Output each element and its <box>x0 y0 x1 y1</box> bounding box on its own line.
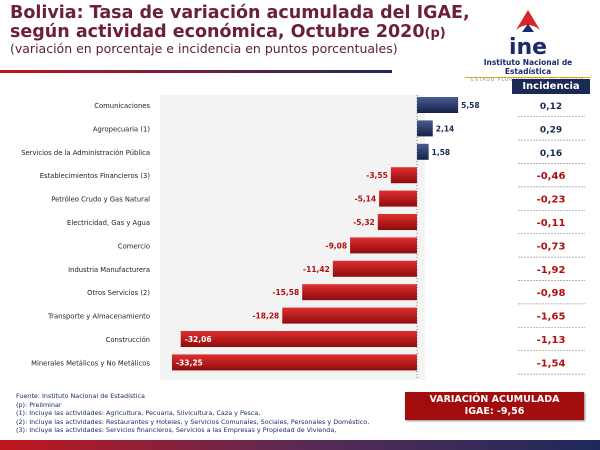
data-label: -3,55 <box>366 171 388 180</box>
category-label: Otros Servicios (2) <box>87 289 150 297</box>
title-divider <box>0 70 392 73</box>
bar <box>282 307 417 324</box>
incidence-value: -0,23 <box>537 195 566 206</box>
category-label: Petróleo Crudo y Gas Natural <box>51 196 150 204</box>
bar <box>417 143 429 160</box>
incidence-value: -0,11 <box>537 218 566 229</box>
category-label: Industria Manufacturera <box>68 266 150 274</box>
data-label: -33,25 <box>176 358 203 367</box>
summary-box: VARIACIÓN ACUMULADA IGAE: -9,56 <box>405 392 584 420</box>
bar-chart: Comunicaciones 5,58 0,12 Agropecuaria (1) 2,… <box>21 95 585 380</box>
data-label: -18,28 <box>252 312 279 321</box>
bottom-band <box>0 440 600 450</box>
incidence-value: 0,16 <box>540 149 562 159</box>
bar <box>171 354 417 371</box>
bar <box>350 237 417 254</box>
bar <box>417 97 459 113</box>
data-label: -5,14 <box>354 195 376 204</box>
data-label: 5,58 <box>461 101 480 110</box>
bar <box>332 260 417 277</box>
category-label: Establecimientos Financieros (3) <box>40 172 151 180</box>
category-label: Comunicaciones <box>94 102 150 110</box>
page-subtitle: (variación en porcentaje e incidencia en… <box>10 41 398 56</box>
incidence-value: -0,46 <box>537 171 566 182</box>
data-label: -32,06 <box>185 335 212 344</box>
incidence-value: -1,65 <box>537 312 566 323</box>
category-label: Agropecuaria (1) <box>93 125 150 133</box>
data-label: -5,32 <box>353 218 375 227</box>
category-label: Servicios de la Administración Pública <box>21 149 150 157</box>
category-label: Minerales Metálicos y No Metálicos <box>31 359 150 367</box>
incidence-header: Incidencia <box>512 79 590 94</box>
data-label: 2,14 <box>436 124 455 133</box>
incidence-value: 0,12 <box>540 102 562 112</box>
bar <box>417 120 433 137</box>
incidence-value: -1,13 <box>537 335 566 346</box>
incidence-value: -0,98 <box>537 288 566 299</box>
incidence-value: -1,92 <box>537 265 566 276</box>
bar <box>377 214 417 230</box>
data-label: 1,58 <box>432 148 451 157</box>
page-title: Bolivia: Tasa de variación acumulada del… <box>10 3 470 42</box>
incidence-value: -1,54 <box>537 358 566 369</box>
category-label: Comercio <box>118 242 150 250</box>
bar <box>180 331 417 347</box>
incidence-value: 0,29 <box>540 125 562 135</box>
incidence-value: -0,73 <box>537 241 566 252</box>
bar <box>302 284 417 301</box>
category-label: Construcción <box>106 336 150 344</box>
category-label: Electricidad, Gas y Agua <box>67 219 150 227</box>
data-label: -11,42 <box>303 265 330 274</box>
bar <box>390 167 417 184</box>
bar <box>379 190 417 207</box>
data-label: -15,58 <box>272 288 299 297</box>
category-label: Transporte y Almacenamiento <box>47 313 150 321</box>
footnotes: Fuente: Instituto Nacional de Estadístic… <box>16 392 370 434</box>
data-label: -9,08 <box>325 241 347 250</box>
